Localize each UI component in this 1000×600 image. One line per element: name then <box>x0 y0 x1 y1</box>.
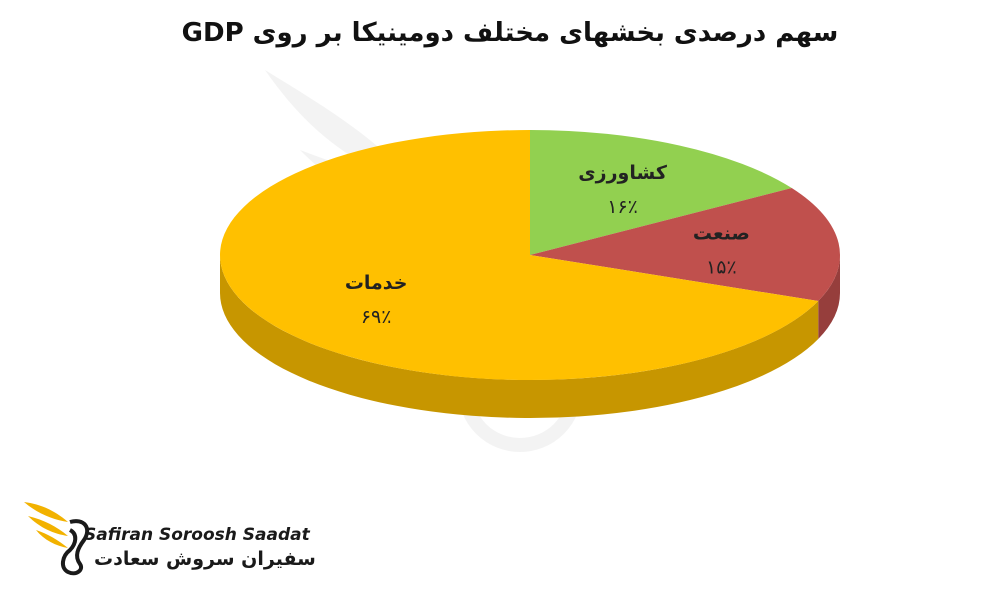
slice-3-side <box>220 255 819 419</box>
slice-3 <box>220 130 819 380</box>
swan-logo-icon <box>24 502 90 576</box>
slice-2 <box>530 188 841 302</box>
slice-2-label: صنعت <box>693 223 750 245</box>
slice-2-side <box>818 255 840 340</box>
brand-logo: Safiran Soroosh Saadat سفیران سروش سعادت <box>18 492 316 582</box>
slice-2-value-label: ۱۵٪ <box>706 257 737 279</box>
brand-name-fa: سفیران سروش سعادت <box>94 548 316 570</box>
slice-3-value-label: ۶۹٪ <box>361 306 392 328</box>
slice-1-value-label: ۱۶٪ <box>607 196 638 218</box>
slice-1 <box>530 130 792 255</box>
slice-1-label: کشاورزی <box>578 162 668 184</box>
slice-3-label: خدمات <box>345 272 408 294</box>
chart-title: سهم درصدی بخشهای مختلف دومینیکا بر روی G… <box>181 18 839 48</box>
brand-name-en: Safiran Soroosh Saadat <box>84 525 310 545</box>
